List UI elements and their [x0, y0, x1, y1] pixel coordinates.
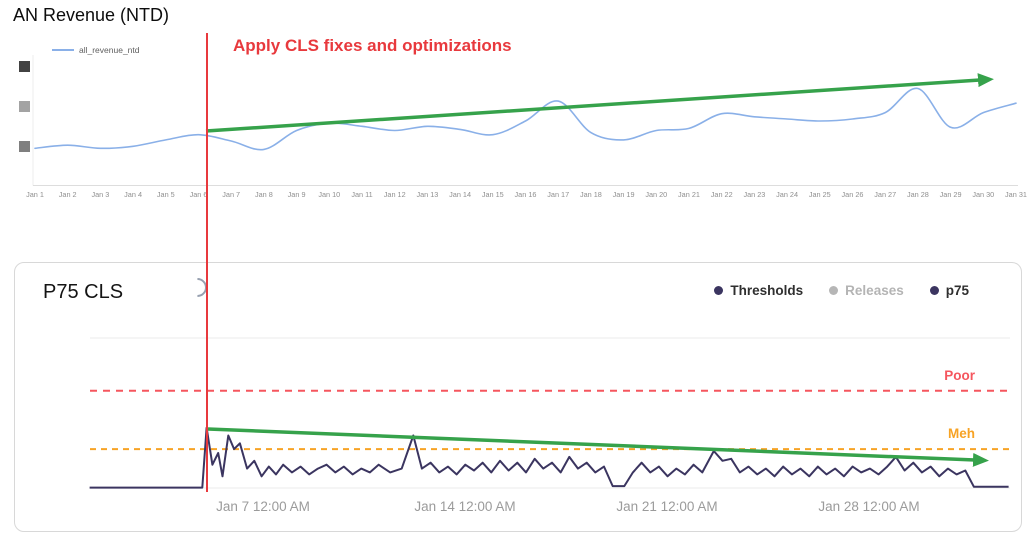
revenue-x-tick: Jan 15 — [482, 190, 504, 199]
legend-label: Releases — [845, 283, 904, 298]
revenue-x-tick: Jan 5 — [157, 190, 175, 199]
revenue-legend-item[interactable]: all_revenue_ntd — [52, 45, 140, 55]
revenue-x-tick: Jan 14 — [449, 190, 471, 199]
revenue-x-tick: Jan 22 — [711, 190, 733, 199]
cls-x-tick-label: Jan 7 12:00 AM — [216, 499, 310, 514]
revenue-x-tick: Jan 17 — [547, 190, 569, 199]
redacted-y-label — [19, 61, 30, 72]
revenue-x-tick: Jan 23 — [743, 190, 765, 199]
revenue-x-tick: Jan 10 — [318, 190, 340, 199]
revenue-x-tick: Jan 6 — [190, 190, 208, 199]
revenue-chart: Jan 1 Jan 2 Jan 3 Jan 4 Jan 5 Jan 6 Jan 7 Jan 8… — [26, 55, 1027, 199]
cls-x-tick-label: Jan 14 12:00 AM — [414, 499, 516, 514]
revenue-x-tick: Jan 16 — [515, 190, 537, 199]
legend-item-p75[interactable]: p75 — [929, 283, 969, 298]
redacted-y-label — [19, 141, 30, 152]
revenue-x-tick: Jan 8 — [255, 190, 273, 199]
revenue-x-tick: Jan 9 — [288, 190, 306, 199]
revenue-x-tick: Jan 20 — [645, 190, 667, 199]
cls-chart — [89, 337, 1010, 489]
revenue-x-tick: Jan 21 — [678, 190, 700, 199]
revenue-chart-title: AN Revenue (NTD) — [13, 5, 170, 25]
cls-x-tick-label: Jan 28 12:00 AM — [818, 499, 920, 514]
revenue-x-tick: Jan 7 — [222, 190, 240, 199]
revenue-x-tick: Jan 24 — [776, 190, 798, 199]
p75-line-series — [89, 426, 1009, 489]
revenue-x-tick: Jan 1 — [26, 190, 44, 199]
revenue-x-tick: Jan 3 — [91, 190, 109, 199]
revenue-line-series — [34, 87, 1017, 151]
revenue-x-tick: Jan 29 — [940, 190, 962, 199]
revenue-x-tick: Jan 18 — [580, 190, 602, 199]
cls-trend-arrow — [207, 427, 989, 467]
revenue-x-tick: Jan 19 — [613, 190, 635, 199]
revenue-x-tick: Jan 27 — [874, 190, 896, 199]
p75-dot-icon — [929, 286, 939, 295]
revenue-x-tick: Jan 2 — [59, 190, 77, 199]
cls-legend: Thresholds Releases p75 — [714, 283, 969, 298]
meh-threshold-label: Meh — [948, 426, 975, 441]
revenue-x-tick: Jan 25 — [809, 190, 831, 199]
poor-threshold-label: Poor — [944, 368, 975, 383]
cls-fix-marker-line — [206, 33, 208, 492]
legend-item-thresholds[interactable]: Thresholds — [714, 283, 803, 298]
revenue-x-tick: Jan 4 — [124, 190, 142, 199]
revenue-x-tick: Jan 12 — [384, 190, 406, 199]
releases-dot-icon — [829, 286, 839, 295]
legend-item-releases[interactable]: Releases — [829, 283, 904, 298]
cls-chart-title: P75 CLS — [43, 281, 124, 303]
legend-label: Thresholds — [730, 283, 804, 298]
revenue-x-tick: Jan 11 — [351, 190, 372, 199]
thresholds-dot-icon — [714, 286, 724, 295]
revenue-x-tick: Jan 30 — [972, 190, 994, 199]
legend-label: p75 — [945, 283, 969, 298]
cls-fix-annotation: Apply CLS fixes and optimizations — [233, 36, 512, 55]
redacted-y-label — [19, 101, 30, 112]
revenue-x-tick: Jan 26 — [842, 190, 864, 199]
cls-panel: P75 CLS Thresholds Releases p75 Poor Meh… — [14, 262, 1022, 532]
revenue-x-tick-labels: Jan 1 Jan 2 Jan 3 Jan 4 Jan 5 Jan 6 Jan 7 Jan 8… — [26, 190, 1027, 199]
cls-x-tick-label: Jan 21 12:00 AM — [616, 499, 718, 514]
revenue-x-tick: Jan 13 — [416, 190, 438, 199]
revenue-x-tick: Jan 31 — [1005, 190, 1027, 199]
revenue-x-tick: Jan 28 — [907, 190, 929, 199]
revenue-series-label: all_revenue_ntd — [79, 45, 140, 55]
revenue-series-swatch — [52, 49, 74, 51]
revenue-trend-arrow — [205, 73, 994, 133]
